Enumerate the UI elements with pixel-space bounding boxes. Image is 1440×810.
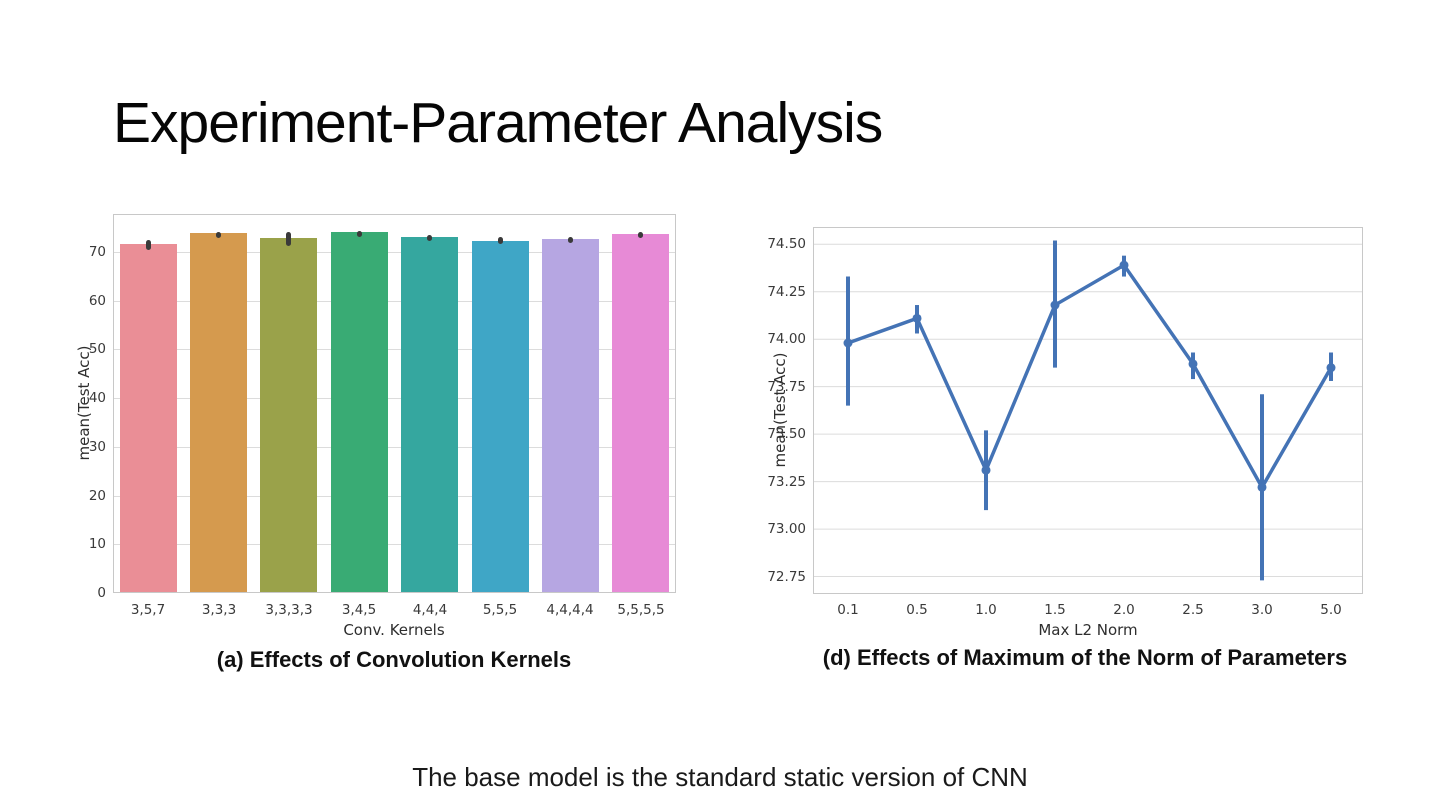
y-tick-label: 10	[88, 536, 106, 552]
bar-3,4,5	[331, 232, 388, 592]
bar-4,4,4	[401, 237, 458, 592]
y-tick-label: 20	[88, 488, 106, 504]
y-tick-label: 73.00	[767, 521, 806, 537]
x-tick-label: 3.0	[1251, 602, 1273, 618]
y-tick-label: 72.75	[767, 569, 806, 585]
slide-title: Experiment-Parameter Analysis	[113, 91, 883, 155]
bar-4,4,4,4	[542, 239, 599, 592]
line-plot-svg	[814, 240, 1362, 581]
gridline	[114, 496, 675, 497]
x-tick-label: 3,3,3	[201, 602, 237, 618]
error-bar-3,3,3,3	[286, 232, 291, 246]
x-tick-label: 1.0	[975, 602, 997, 618]
y-tick-label: 73.25	[767, 474, 806, 490]
gridline	[114, 447, 675, 448]
line-chart-y-axis-label: mean(Test Acc)	[771, 352, 789, 468]
x-tick-label: 4,4,4	[412, 602, 448, 618]
line-chart-caption: (d) Effects of Maximum of the Norm of Pa…	[822, 645, 1348, 670]
error-bar-5,5,5	[498, 237, 503, 244]
bar-chart-x-axis-label: Conv. Kernels	[343, 621, 445, 639]
error-bar-3,3,3	[216, 232, 221, 238]
bar-5,5,5	[472, 241, 529, 592]
data-point-1.0	[981, 465, 991, 475]
x-tick-label: 4,4,4,4	[546, 602, 594, 618]
error-bar-4,4,4	[427, 235, 432, 241]
x-tick-label: 0.5	[906, 602, 928, 618]
y-tick-label: 60	[88, 293, 106, 309]
error-bar-3,5,7	[146, 240, 151, 250]
data-point-1.5	[1050, 300, 1060, 310]
trend-line	[847, 262, 1333, 491]
y-tick-label: 30	[88, 439, 106, 455]
data-point-3.0	[1257, 482, 1267, 492]
y-tick-label: 0	[97, 585, 106, 601]
x-tick-label: 2.5	[1182, 602, 1204, 618]
x-tick-label: 5,5,5	[482, 602, 518, 618]
gridline	[114, 398, 675, 399]
bar-3,3,3	[190, 233, 247, 592]
data-point-5.0	[1326, 363, 1336, 373]
x-tick-label: 2.0	[1113, 602, 1135, 618]
data-point-0.1	[843, 338, 853, 348]
x-tick-label: 3,3,3,3	[265, 602, 313, 618]
x-tick-label: 3,5,7	[130, 602, 166, 618]
error-bar-4,4,4,4	[568, 237, 573, 243]
x-tick-label: 5.0	[1320, 602, 1342, 618]
data-point-2.5	[1188, 359, 1198, 369]
x-tick-label: 5,5,5,5	[617, 602, 665, 618]
gridline	[114, 544, 675, 545]
y-tick-label: 74.25	[767, 284, 806, 300]
y-tick-label: 73.75	[767, 379, 806, 395]
gridline	[114, 301, 675, 302]
y-tick-label: 50	[88, 341, 106, 357]
y-tick-label: 40	[88, 390, 106, 406]
y-tick-label: 70	[88, 244, 106, 260]
error-bar-3,4,5	[357, 231, 362, 237]
error-bar-5,5,5,5	[638, 232, 643, 238]
bar-chart-caption: (a) Effects of Convolution Kernels	[216, 647, 572, 672]
line-chart-x-axis-label: Max L2 Norm	[1038, 621, 1138, 639]
line-chart-plot-area	[813, 227, 1363, 594]
bar-3,5,7	[120, 244, 177, 592]
y-tick-label: 73.50	[767, 426, 806, 442]
x-tick-label: 3,4,5	[341, 602, 377, 618]
x-tick-label: 0.1	[837, 602, 859, 618]
data-point-0.5	[912, 313, 922, 323]
footnote: The base model is the standard static ve…	[412, 762, 1028, 792]
y-tick-label: 74.50	[767, 236, 806, 252]
x-tick-label: 1.5	[1044, 602, 1066, 618]
y-tick-label: 74.00	[767, 331, 806, 347]
data-point-2.0	[1119, 260, 1129, 270]
bar-3,3,3,3	[260, 238, 317, 592]
gridline	[114, 252, 675, 253]
gridline	[114, 349, 675, 350]
bar-5,5,5,5	[612, 234, 669, 592]
